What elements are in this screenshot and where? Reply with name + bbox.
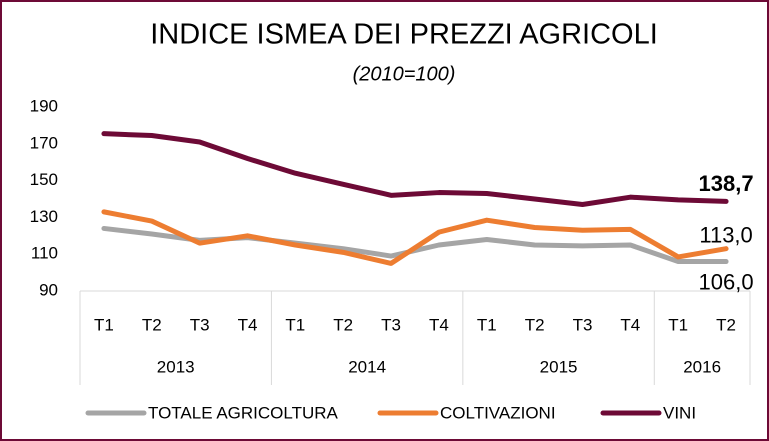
x-tick-label: T4 bbox=[238, 315, 258, 334]
group-label: 2014 bbox=[348, 357, 386, 376]
x-tick-label: T4 bbox=[620, 315, 640, 334]
series-line bbox=[101, 209, 729, 266]
x-tick-label: T3 bbox=[573, 315, 593, 334]
group-label: 2016 bbox=[683, 357, 721, 376]
data-label: 113,0 bbox=[699, 222, 752, 247]
chart-title: INDICE ISMEA DEI PREZZI AGRICOLI bbox=[150, 19, 658, 51]
data-label: 106,0 bbox=[699, 269, 754, 294]
y-tick-label: 150 bbox=[30, 170, 58, 189]
x-tick-label: T1 bbox=[285, 315, 305, 334]
x-tick-label: T1 bbox=[94, 315, 114, 334]
x-tick-label: T2 bbox=[716, 315, 736, 334]
x-tick-label: T3 bbox=[190, 315, 210, 334]
group-label: 2015 bbox=[540, 357, 578, 376]
y-tick-label: 110 bbox=[31, 244, 58, 263]
x-tick-label: T4 bbox=[429, 315, 449, 334]
legend-label: COLTIVAZIONI bbox=[440, 403, 556, 422]
chart-subtitle: (2010=100) bbox=[353, 63, 456, 85]
x-tick-label: T1 bbox=[477, 315, 497, 334]
data-label: 138,7 bbox=[699, 171, 754, 196]
x-tick-label: T1 bbox=[668, 315, 688, 334]
y-tick-label: 170 bbox=[30, 133, 58, 152]
y-tick-label: 130 bbox=[30, 207, 58, 226]
x-tick-label: T2 bbox=[525, 315, 545, 334]
x-tick-label: T2 bbox=[333, 315, 353, 334]
y-tick-label: 90 bbox=[39, 280, 58, 299]
series-line bbox=[101, 131, 729, 208]
x-tick-label: T3 bbox=[381, 315, 401, 334]
legend-label: VINI bbox=[663, 403, 696, 422]
legend-label: TOTALE AGRICOLTURA bbox=[148, 403, 339, 422]
group-label: 2013 bbox=[157, 357, 195, 376]
x-tick-label: T2 bbox=[142, 315, 162, 334]
y-tick-label: 190 bbox=[30, 96, 58, 115]
